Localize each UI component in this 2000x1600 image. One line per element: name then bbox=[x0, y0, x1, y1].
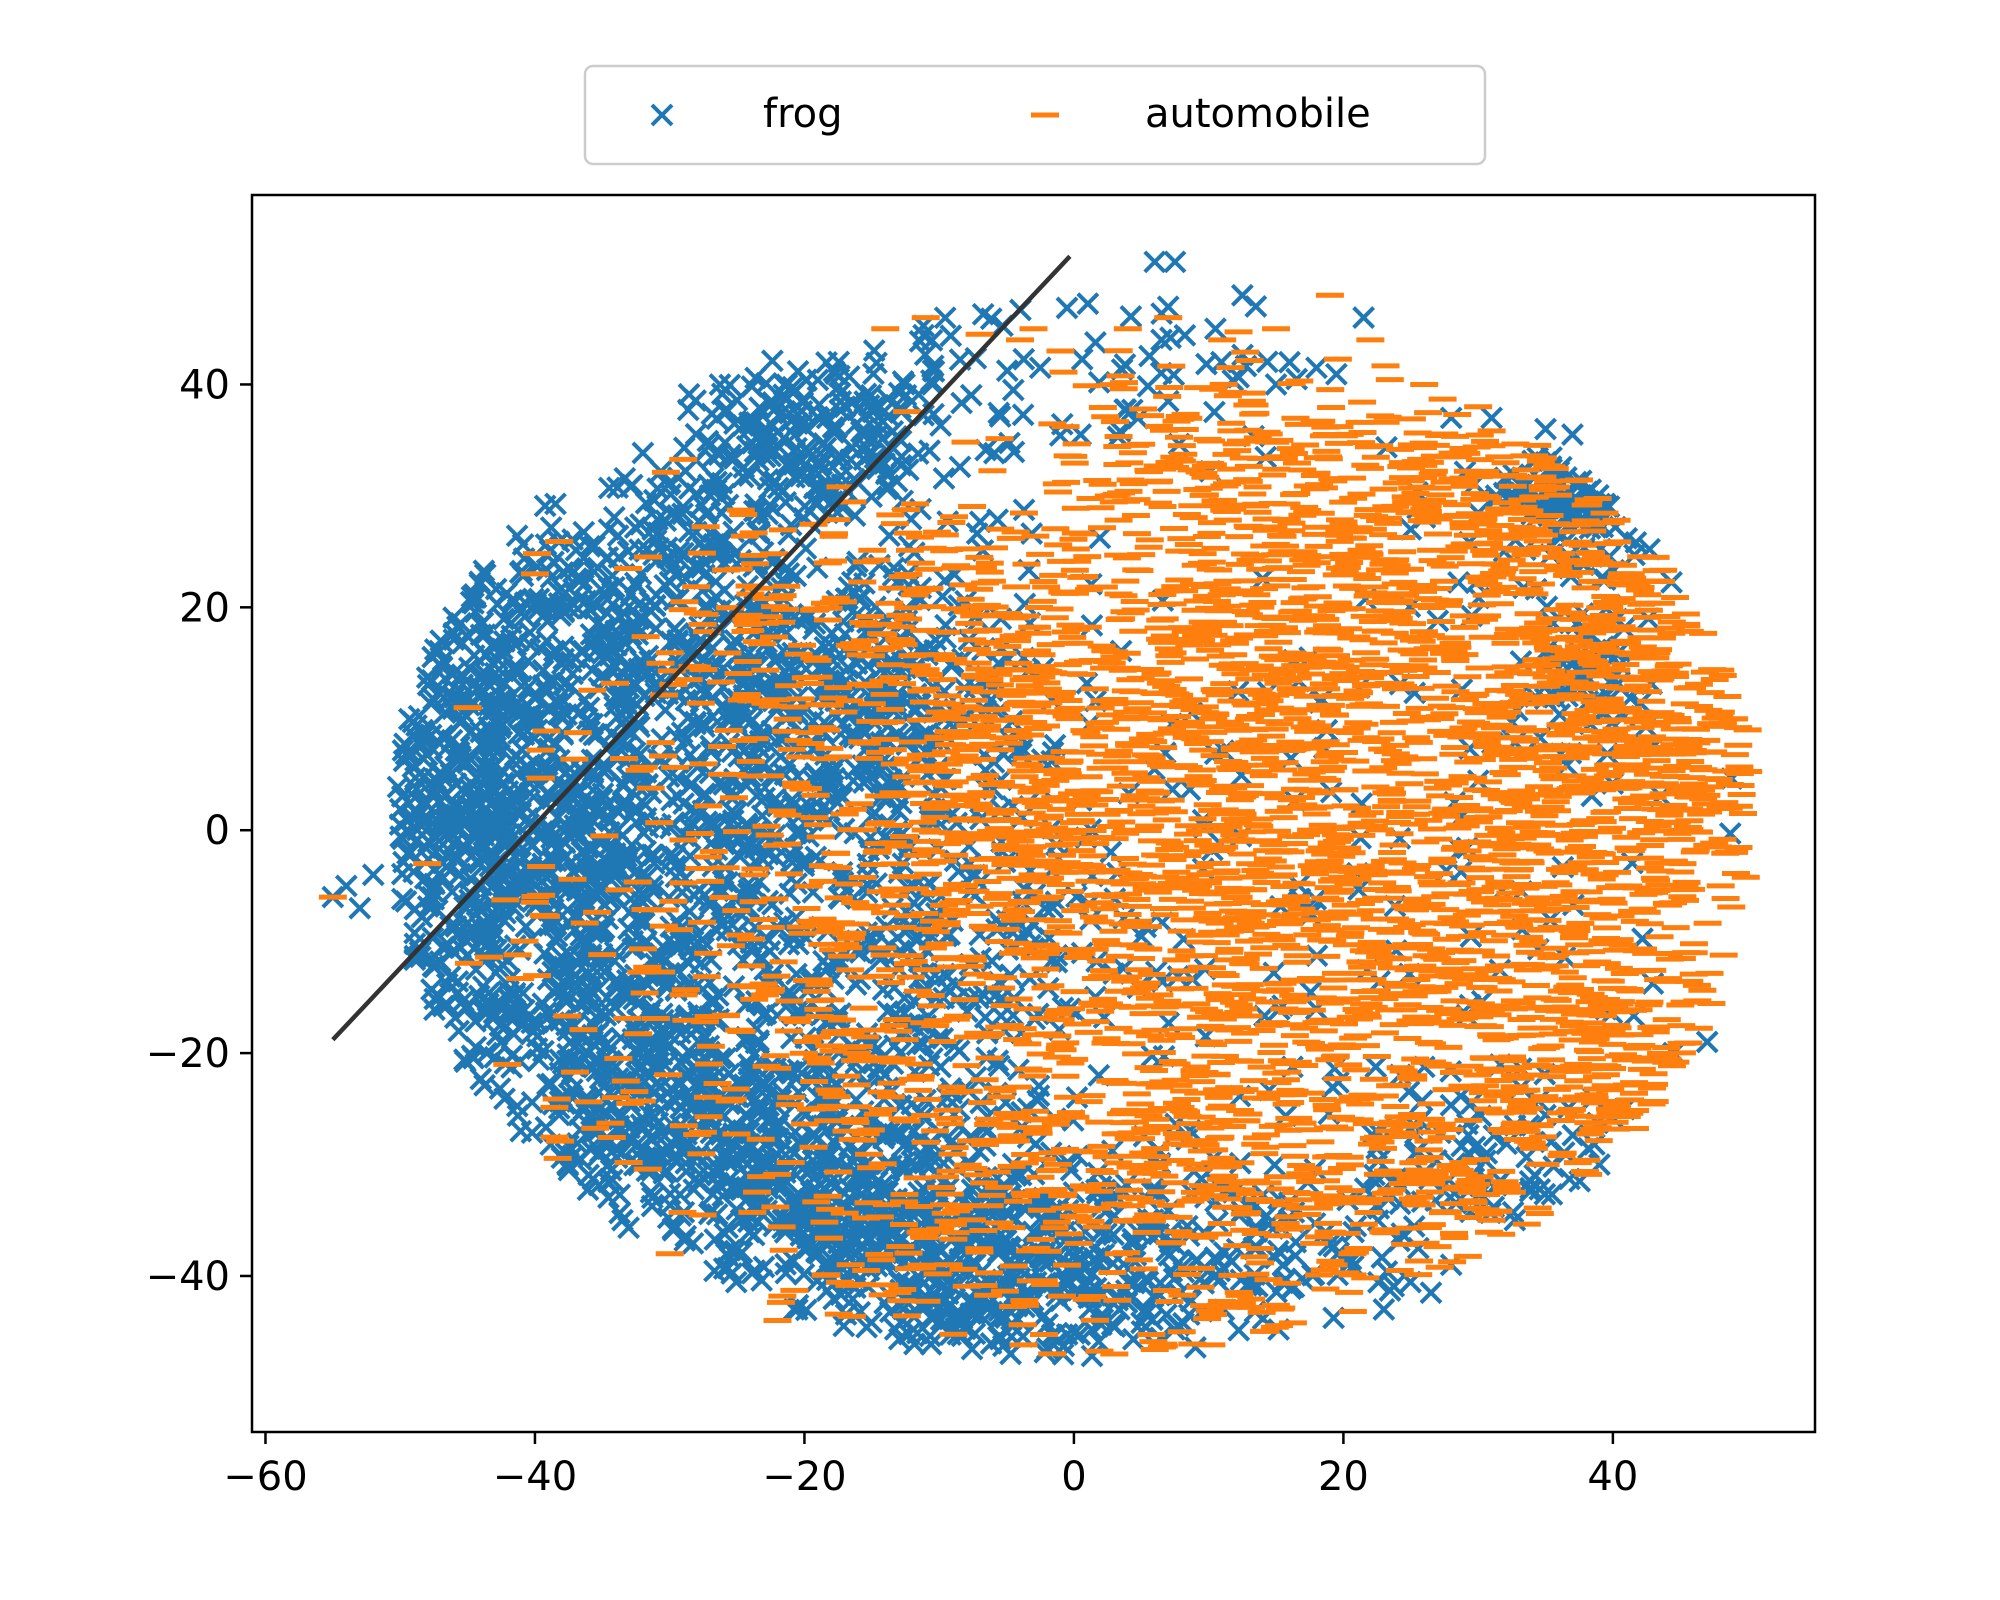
frog-point bbox=[539, 516, 563, 539]
frog-point bbox=[433, 701, 457, 725]
frog-point bbox=[657, 885, 681, 909]
points-layer bbox=[318, 250, 1763, 1368]
frog-point bbox=[462, 591, 485, 615]
